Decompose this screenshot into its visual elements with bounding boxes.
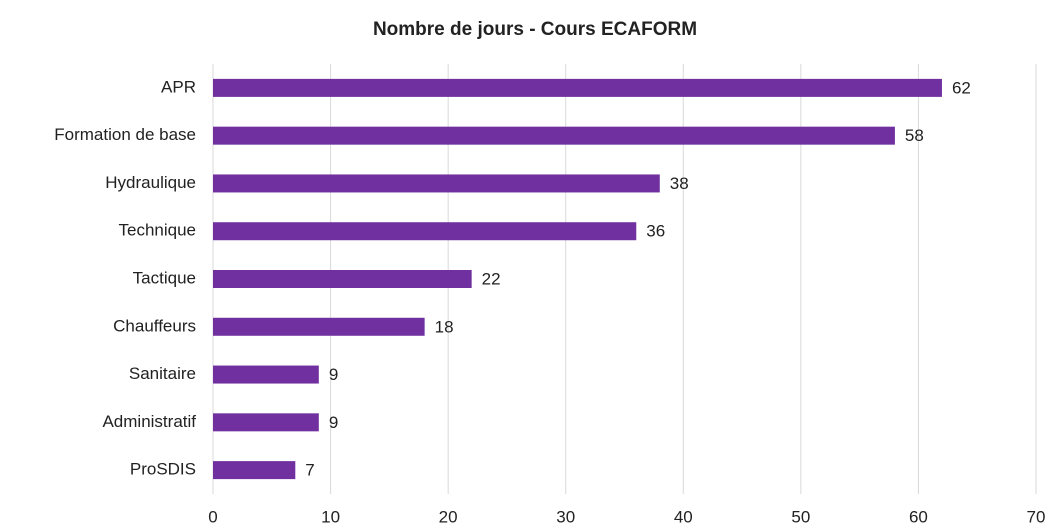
y-tick-label: Chauffeurs [113, 316, 196, 335]
bar [213, 413, 319, 432]
data-label: 36 [646, 222, 665, 241]
bar [213, 270, 472, 288]
y-tick-label: Tactique [133, 268, 196, 287]
bar [213, 222, 637, 241]
x-tick-label: 0 [208, 507, 217, 526]
y-tick-label: APR [161, 77, 196, 96]
y-tick-label: Administratif [102, 412, 196, 431]
data-label: 9 [329, 413, 338, 432]
data-label: 22 [482, 269, 501, 288]
x-tick-label: 60 [909, 507, 928, 526]
x-tick-label: 20 [439, 507, 458, 526]
chart-title: Nombre de jours - Cours ECAFORM [373, 19, 697, 40]
bar [213, 365, 319, 384]
data-label: 9 [329, 365, 338, 384]
data-label: 62 [952, 78, 971, 97]
y-tick-label: Technique [118, 221, 196, 240]
y-tick-label: Sanitaire [129, 364, 196, 383]
x-tick-label: 70 [1027, 507, 1046, 526]
x-tick-label: 30 [556, 507, 575, 526]
data-label: 7 [305, 461, 314, 480]
bar [213, 461, 296, 480]
x-tick-label: 50 [791, 507, 810, 526]
y-tick-label: Formation de base [54, 125, 196, 144]
x-tick-label: 40 [674, 507, 693, 526]
data-label: 18 [435, 317, 454, 336]
bar [213, 78, 942, 97]
bar [213, 317, 425, 336]
y-tick-label: Hydraulique [105, 173, 196, 192]
data-label: 58 [905, 126, 924, 145]
y-tick-label: ProSDIS [130, 460, 196, 479]
data-label: 38 [670, 174, 689, 193]
x-tick-label: 10 [321, 507, 340, 526]
bar [213, 126, 895, 145]
bar [213, 174, 660, 193]
